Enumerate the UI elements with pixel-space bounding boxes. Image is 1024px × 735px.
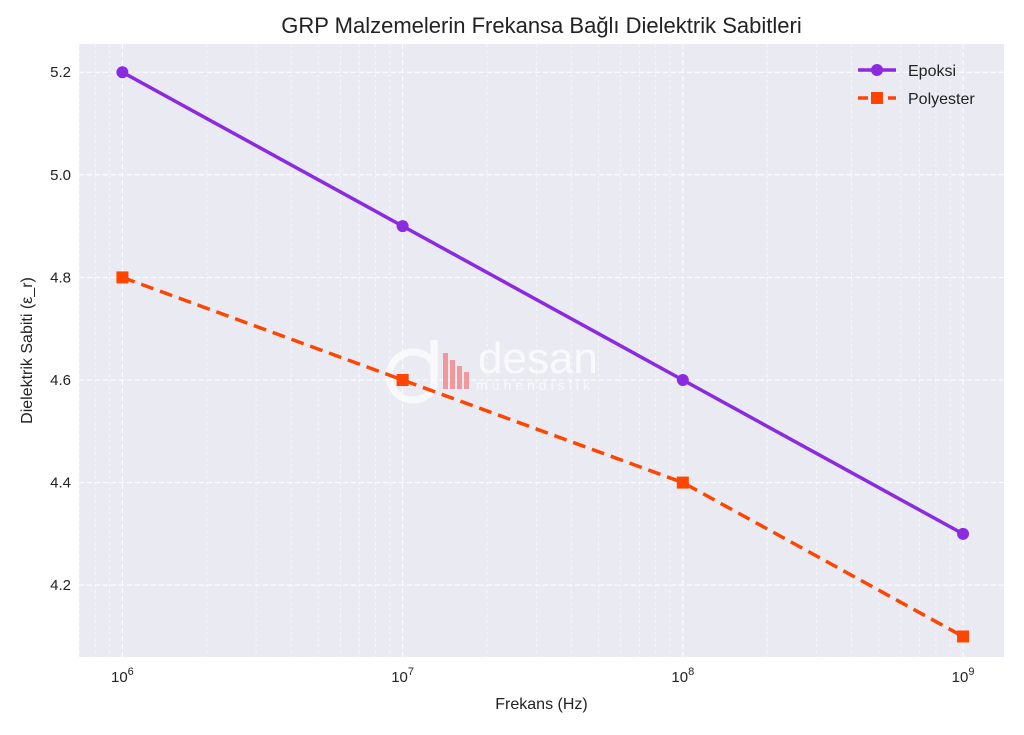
series-line-polyester: [121, 275, 964, 639]
data-point-polyester: [676, 476, 689, 489]
tick-exponent: 9: [968, 666, 974, 678]
series: [116, 66, 970, 643]
y-tick-label: 4.2: [50, 577, 71, 594]
x-tick-label: 107: [391, 666, 414, 686]
data-point-epoksi: [116, 66, 129, 79]
legend-marker-epoksi: [871, 64, 883, 76]
tick-exponent: 6: [128, 666, 134, 678]
watermark-bar: [464, 372, 469, 389]
watermark-bar: [457, 366, 462, 389]
data-point-polyester: [957, 630, 970, 643]
legend-label-epoksi: Epoksi: [908, 63, 956, 80]
data-point-epoksi: [957, 527, 970, 540]
watermark-icon: [385, 340, 469, 404]
y-tick-label: 5.2: [50, 64, 71, 81]
data-point-polyester: [116, 271, 129, 284]
series-line-epoksi: [121, 70, 964, 536]
watermark-bar: [450, 360, 455, 389]
tick-base: 10: [111, 669, 128, 686]
y-tick-label: 4.4: [50, 475, 71, 492]
x-axis-label: Frekans (Hz): [495, 696, 587, 713]
y-tick-label: 5.0: [50, 167, 71, 184]
y-tick-label: 4.6: [50, 372, 71, 389]
x-tick-label: 108: [671, 666, 694, 686]
watermark-d-shape: [385, 340, 438, 404]
legend-marker-polyester: [871, 92, 883, 104]
y-axis-label: Dielektrik Sabiti (ε_r): [19, 277, 36, 424]
watermark-tagline: mühendislik: [476, 377, 594, 393]
tick-exponent: 8: [688, 666, 694, 678]
tick-base: 10: [671, 669, 688, 686]
tick-exponent: 7: [408, 666, 414, 678]
plot-area: [79, 44, 1004, 657]
tick-base: 10: [952, 669, 969, 686]
y-tick-label: 4.8: [50, 269, 71, 286]
legend-label-polyester: Polyester: [908, 91, 975, 108]
x-tick-label: 109: [952, 666, 975, 686]
x-tick-label: 106: [111, 666, 134, 686]
tick-base: 10: [391, 669, 408, 686]
data-point-polyester: [396, 373, 409, 386]
legend: Epoksi Polyester: [858, 63, 975, 108]
watermark-brand: desan: [478, 334, 598, 383]
data-point-epoksi: [396, 220, 409, 233]
data-point-epoksi: [676, 373, 689, 386]
watermark-bar: [443, 353, 448, 389]
watermark-logo: desan mühendislik: [385, 334, 598, 404]
chart-title: GRP Malzemelerin Frekansa Bağlı Dielektr…: [281, 13, 801, 38]
